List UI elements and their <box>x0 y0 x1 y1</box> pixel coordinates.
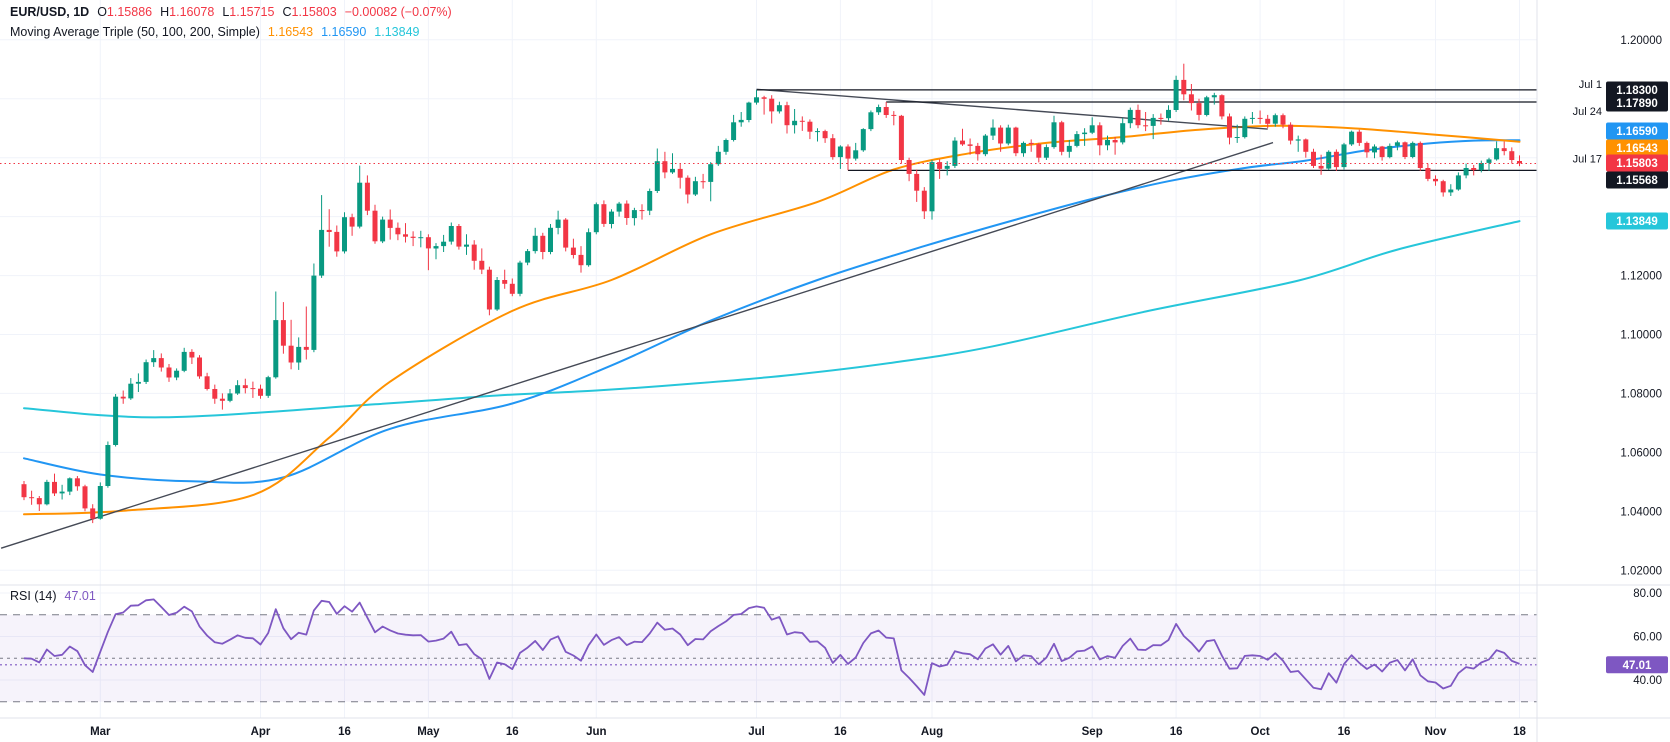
time-axis-labels: Mar Apr 16 May 16 Jun Jul 16 Aug Sep 16 Oct 16 Nov 18 <box>90 726 1526 738</box>
svg-text:1.08000: 1.08000 <box>1620 388 1662 400</box>
symbol-legend[interactable]: EUR/USD, 1D O1.15886 H1.16078 L1.15715 C… <box>10 5 452 19</box>
ma100-value: 1.16590 <box>321 25 367 39</box>
high-value: 1.16078 <box>169 5 215 19</box>
svg-text:1.15568: 1.15568 <box>1616 175 1658 187</box>
low-field: L1.15715 <box>222 5 274 19</box>
rsi-axis-labels: 80.00 60.00 40.00 <box>1633 588 1662 687</box>
svg-text:16: 16 <box>506 726 519 738</box>
ma200-value: 1.13849 <box>374 25 420 39</box>
level-date-label: Jul 17 <box>1573 153 1602 165</box>
svg-text:1.16543: 1.16543 <box>1616 143 1658 155</box>
candlestick-series <box>21 63 1522 524</box>
svg-text:Nov: Nov <box>1425 726 1447 738</box>
svg-text:1.17890: 1.17890 <box>1616 98 1658 110</box>
high-label: H <box>160 5 170 19</box>
symbol-title: EUR/USD, 1D <box>10 5 90 19</box>
close-label: C <box>282 5 292 19</box>
svg-text:1.12000: 1.12000 <box>1620 271 1662 283</box>
svg-text:Apr: Apr <box>251 726 271 738</box>
svg-text:1.18300: 1.18300 <box>1616 85 1658 97</box>
svg-text:16: 16 <box>1338 726 1351 738</box>
open-field: O1.15886 <box>97 5 152 19</box>
close-field: C1.15803 <box>282 5 336 19</box>
svg-text:Jul: Jul <box>748 726 765 738</box>
trendline-descending[interactable] <box>756 88 1268 130</box>
svg-text:16: 16 <box>338 726 351 738</box>
svg-text:47.01: 47.01 <box>1623 660 1652 672</box>
price-axis-badges: Jul 1 1.18300 Jul 24 1.17890 1.16590 1.16543 1… <box>1573 79 1668 674</box>
level-date-label: Jul 24 <box>1573 106 1602 118</box>
svg-text:Jun: Jun <box>586 726 606 738</box>
svg-text:Oct: Oct <box>1251 726 1270 738</box>
open-label: O <box>97 5 107 19</box>
open-value: 1.15886 <box>106 5 153 19</box>
change-value: −0.00082 (−0.07%) <box>344 5 452 19</box>
svg-text:1.02000: 1.02000 <box>1620 565 1662 577</box>
rsi-value: 47.01 <box>64 589 96 603</box>
svg-text:60.00: 60.00 <box>1633 632 1662 644</box>
ma50-value: 1.16543 <box>267 25 314 39</box>
close-value: 1.15803 <box>291 5 337 19</box>
svg-text:1.20000: 1.20000 <box>1620 35 1662 47</box>
ma-indicator-legend[interactable]: Moving Average Triple (50, 100, 200, Sim… <box>10 25 419 39</box>
low-value: 1.15715 <box>229 5 275 19</box>
price-axis-labels: 1.20000 1.12000 1.10000 1.08000 1.06000 1.040… <box>1620 35 1662 577</box>
trendline-ascending[interactable] <box>0 141 1274 549</box>
svg-text:16: 16 <box>1170 726 1183 738</box>
svg-text:Mar: Mar <box>90 726 111 738</box>
svg-text:80.00: 80.00 <box>1633 588 1662 600</box>
svg-text:1.13849: 1.13849 <box>1616 216 1658 228</box>
svg-text:1.15803: 1.15803 <box>1616 158 1658 170</box>
svg-text:1.10000: 1.10000 <box>1620 330 1662 342</box>
low-label: L <box>222 5 230 19</box>
rsi-band <box>0 614 1537 703</box>
svg-text:1.16590: 1.16590 <box>1616 126 1658 138</box>
high-field: H1.16078 <box>160 5 214 19</box>
svg-text:16: 16 <box>834 726 847 738</box>
svg-text:Aug: Aug <box>921 726 943 738</box>
svg-text:May: May <box>417 726 440 738</box>
sma-200-line <box>23 220 1521 419</box>
svg-text:1.04000: 1.04000 <box>1620 506 1662 518</box>
svg-text:18: 18 <box>1513 726 1526 738</box>
svg-text:Sep: Sep <box>1082 726 1103 738</box>
ma-indicator-title: Moving Average Triple (50, 100, 200, Sim… <box>10 25 260 39</box>
rsi-indicator-title: RSI (14) <box>10 589 57 603</box>
svg-text:40.00: 40.00 <box>1633 675 1662 687</box>
rsi-indicator-legend[interactable]: RSI (14) 47.01 <box>10 589 96 603</box>
level-date-label: Jul 1 <box>1579 79 1602 91</box>
rsi-line <box>23 598 1520 696</box>
svg-text:1.06000: 1.06000 <box>1620 447 1662 459</box>
time-axis[interactable] <box>0 718 1537 742</box>
